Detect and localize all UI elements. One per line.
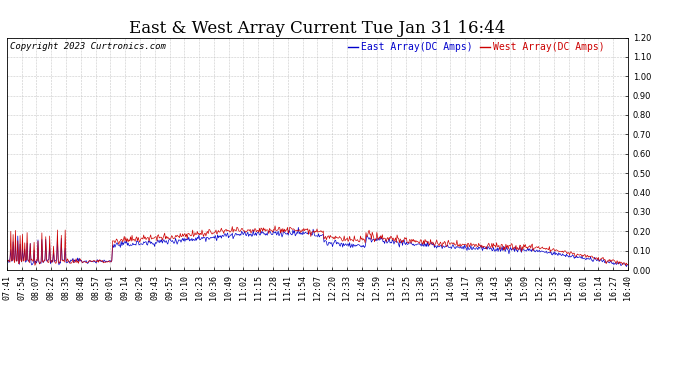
Text: Copyright 2023 Curtronics.com: Copyright 2023 Curtronics.com <box>10 42 166 51</box>
Title: East & West Array Current Tue Jan 31 16:44: East & West Array Current Tue Jan 31 16:… <box>129 20 506 38</box>
Legend: East Array(DC Amps), West Array(DC Amps): East Array(DC Amps), West Array(DC Amps) <box>348 42 604 52</box>
